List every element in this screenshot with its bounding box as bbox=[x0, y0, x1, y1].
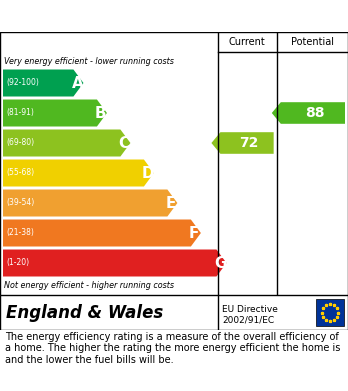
Text: Energy Efficiency Rating: Energy Efficiency Rating bbox=[9, 9, 219, 24]
Text: G: G bbox=[214, 255, 227, 271]
Text: D: D bbox=[142, 165, 155, 181]
Polygon shape bbox=[3, 219, 201, 246]
Text: Not energy efficient - higher running costs: Not energy efficient - higher running co… bbox=[4, 280, 174, 289]
Text: Very energy efficient - lower running costs: Very energy efficient - lower running co… bbox=[4, 57, 174, 66]
Text: B: B bbox=[95, 106, 106, 120]
Text: (21-38): (21-38) bbox=[6, 228, 34, 237]
Text: (39-54): (39-54) bbox=[6, 199, 34, 208]
Text: (1-20): (1-20) bbox=[6, 258, 29, 267]
Text: F: F bbox=[189, 226, 199, 240]
Text: C: C bbox=[118, 136, 129, 151]
Text: 72: 72 bbox=[240, 136, 259, 150]
Polygon shape bbox=[3, 249, 227, 276]
Text: (92-100): (92-100) bbox=[6, 79, 39, 88]
Polygon shape bbox=[212, 132, 274, 154]
Text: England & Wales: England & Wales bbox=[6, 304, 163, 322]
Text: E: E bbox=[165, 196, 176, 210]
Text: 88: 88 bbox=[306, 106, 325, 120]
Text: Current: Current bbox=[229, 37, 266, 47]
Polygon shape bbox=[272, 102, 345, 124]
Text: (81-91): (81-91) bbox=[6, 108, 34, 118]
Text: A: A bbox=[71, 75, 83, 90]
Text: The energy efficiency rating is a measure of the overall efficiency of a home. T: The energy efficiency rating is a measur… bbox=[5, 332, 341, 365]
Text: (69-80): (69-80) bbox=[6, 138, 34, 147]
Bar bbox=[316, 299, 344, 326]
Text: 2002/91/EC: 2002/91/EC bbox=[222, 316, 275, 325]
Text: EU Directive: EU Directive bbox=[222, 305, 278, 314]
Text: Potential: Potential bbox=[291, 37, 334, 47]
Text: (55-68): (55-68) bbox=[6, 169, 34, 178]
Polygon shape bbox=[3, 129, 130, 156]
Polygon shape bbox=[3, 70, 84, 97]
Polygon shape bbox=[3, 190, 177, 217]
Polygon shape bbox=[3, 99, 107, 127]
Polygon shape bbox=[3, 160, 154, 187]
